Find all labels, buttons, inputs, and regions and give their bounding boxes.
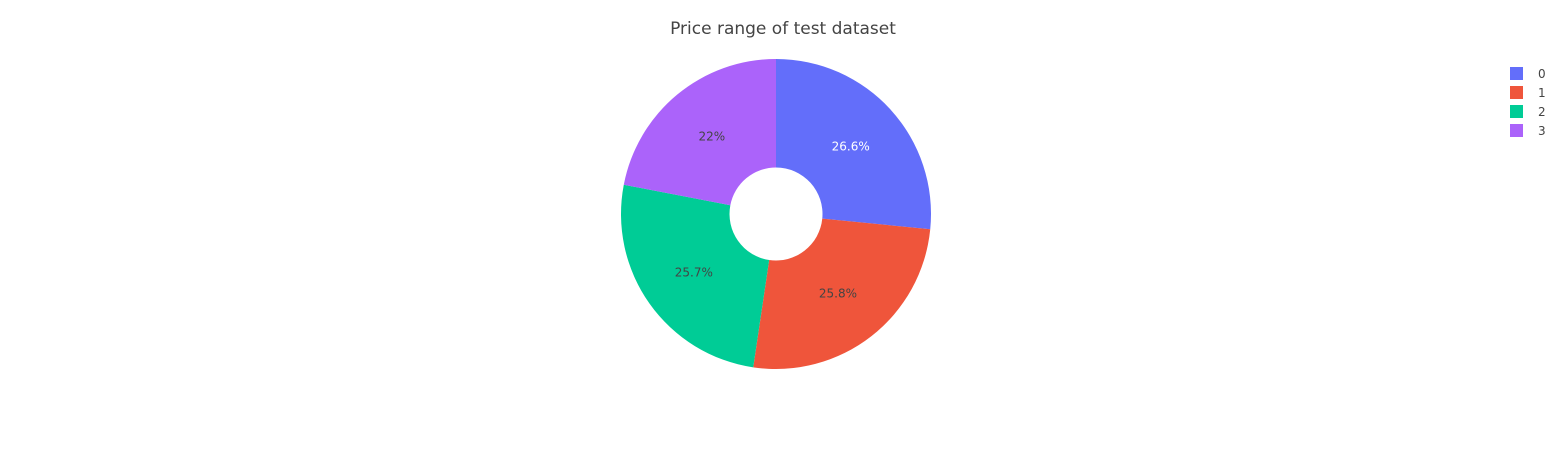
legend-swatch-1	[1510, 86, 1523, 99]
slice-label-3: 22%	[698, 129, 725, 143]
legend-label-2: 2	[1538, 104, 1546, 119]
legend-swatch-3	[1510, 124, 1523, 137]
legend: 0 1 2 3	[1510, 64, 1546, 140]
legend-swatch-0	[1510, 67, 1523, 80]
slice-0[interactable]	[776, 59, 931, 230]
slice-3[interactable]	[623, 58, 776, 206]
donut-slices	[620, 58, 931, 369]
legend-swatch-2	[1510, 105, 1523, 118]
slice-1[interactable]	[753, 218, 931, 369]
legend-item-3[interactable]: 3	[1510, 121, 1546, 140]
slice-label-2: 25.7%	[675, 265, 713, 279]
legend-label-0: 0	[1538, 66, 1546, 81]
legend-item-1[interactable]: 1	[1510, 83, 1546, 102]
legend-item-0[interactable]: 0	[1510, 64, 1546, 83]
legend-label-3: 3	[1538, 123, 1546, 138]
legend-label-1: 1	[1538, 85, 1546, 100]
legend-item-2[interactable]: 2	[1510, 102, 1546, 121]
percentage-labels: 26.6% 25.8% 25.7% 22%	[675, 129, 870, 300]
slice-label-1: 25.8%	[819, 286, 857, 300]
slice-2[interactable]	[620, 184, 770, 368]
chart-title: Price range of test dataset	[670, 19, 896, 39]
slice-label-0: 26.6%	[832, 139, 870, 153]
